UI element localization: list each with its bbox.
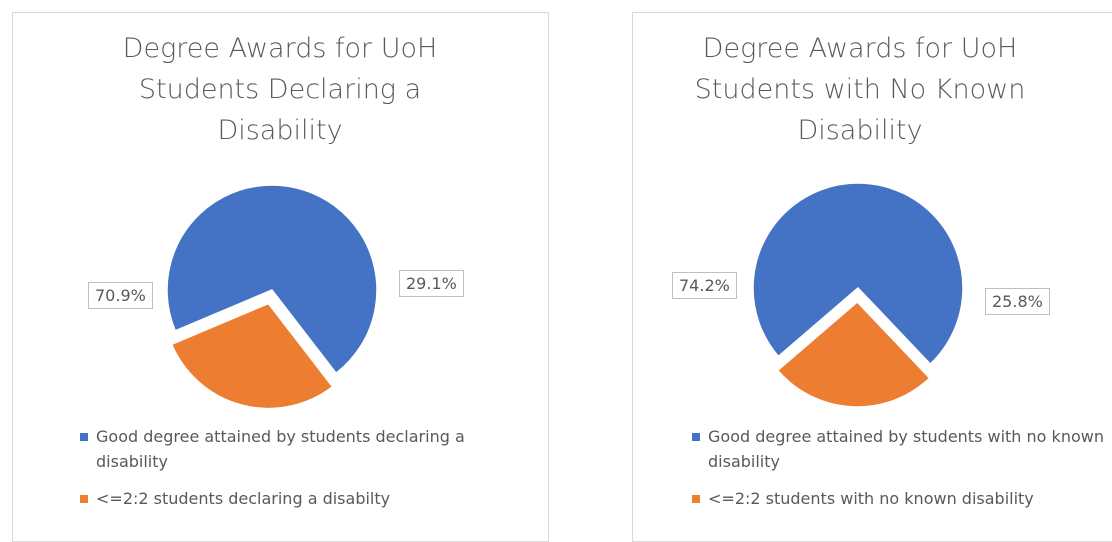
legend-swatch — [692, 495, 700, 503]
data-label: 29.1% — [399, 270, 464, 297]
legend-text: Good degree attained by students declari… — [96, 427, 465, 471]
pie-slice — [170, 302, 334, 410]
legend-text: <=2:2 students declaring a disabilty — [96, 489, 391, 508]
legend-text: Good degree attained by students with no… — [708, 427, 1104, 471]
legend-text: <=2:2 students with no known disability — [708, 489, 1034, 508]
legend-entry: <=2:2 students with no known disability — [692, 486, 1108, 511]
data-label: 25.8% — [985, 288, 1050, 315]
legend-swatch — [692, 433, 700, 441]
data-label: 70.9% — [88, 282, 153, 309]
pie-slice — [752, 182, 964, 366]
pie-slice — [166, 184, 378, 375]
data-label: 74.2% — [672, 272, 737, 299]
page: (() => { const data = JSON.parse(documen… — [12, 12, 1112, 542]
legend-entry: <=2:2 students declaring a disabilty — [80, 486, 516, 511]
legend-swatch — [80, 433, 88, 441]
legend-entry: Good degree attained by students with no… — [692, 424, 1108, 474]
pies — [166, 182, 964, 410]
chart-title: Degree Awards for UoH Students with No K… — [694, 33, 1026, 146]
legend-entry: Good degree attained by students declari… — [80, 424, 516, 474]
chart-title: Degree Awards for UoH Students Declaring… — [122, 33, 438, 146]
pie-slice — [776, 300, 931, 408]
legend-swatch — [80, 495, 88, 503]
